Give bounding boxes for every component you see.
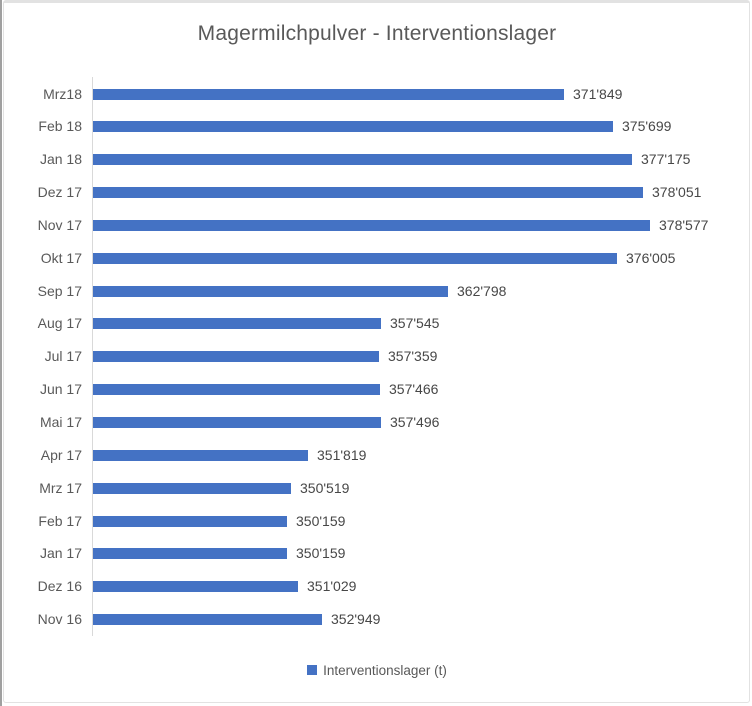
data-label: 350'519 — [300, 480, 350, 496]
bar — [93, 286, 448, 297]
category-label: Sep 17 — [37, 283, 82, 299]
bar-row: Mrz 17 350'519 — [2, 472, 752, 505]
bar — [93, 351, 379, 362]
category-label: Jun 17 — [39, 381, 82, 397]
bar — [93, 384, 380, 395]
data-label: 357'496 — [390, 414, 440, 430]
legend-label: Interventionslager (t) — [323, 662, 447, 678]
bar-row: Mai 17 357'496 — [2, 406, 752, 439]
category-label: Feb 17 — [38, 513, 82, 529]
data-label: 375'699 — [622, 118, 672, 134]
data-label: 362'798 — [457, 283, 507, 299]
bar-row: Okt 17 376'005 — [2, 242, 752, 275]
category-label: Nov 16 — [37, 611, 82, 627]
data-label: 357'545 — [390, 315, 440, 331]
bar-row: Feb 18 375'699 — [2, 110, 752, 143]
category-label: Mrz18 — [43, 86, 82, 102]
category-label: Feb 18 — [38, 118, 82, 134]
bar-row: Aug 17 357'545 — [2, 307, 752, 340]
category-label: Jan 17 — [39, 545, 82, 561]
data-label: 351'029 — [307, 578, 357, 594]
data-label: 371'849 — [573, 86, 623, 102]
data-label: 378'051 — [652, 184, 702, 200]
data-label: 376'005 — [626, 250, 676, 266]
bar-row: Nov 16 352'949 — [2, 603, 752, 636]
bar-row: Jan 18 377'175 — [2, 143, 752, 176]
bar — [93, 516, 287, 527]
category-label: Aug 17 — [37, 315, 82, 331]
bar-row: Jul 17 357'359 — [2, 340, 752, 373]
category-axis-line — [92, 77, 93, 636]
bar-row: Apr 17 351'819 — [2, 439, 752, 472]
bar — [93, 614, 322, 625]
category-label: Mrz 17 — [39, 480, 82, 496]
data-label: 352'949 — [331, 611, 381, 627]
bar — [93, 121, 613, 132]
bar-row: Dez 17 378'051 — [2, 176, 752, 209]
bar — [93, 450, 308, 461]
data-label: 351'819 — [317, 447, 367, 463]
category-label: Okt 17 — [40, 250, 82, 266]
data-label: 377'175 — [641, 151, 691, 167]
bar — [93, 187, 643, 198]
data-label: 378'577 — [659, 217, 709, 233]
bar-row: Feb 17 350'159 — [2, 505, 752, 538]
category-label: Dez 17 — [37, 184, 82, 200]
bar-row: Sep 17 362'798 — [2, 275, 752, 308]
category-label: Jul 17 — [44, 348, 82, 364]
bar — [93, 253, 617, 264]
bar-row: Jun 17 357'466 — [2, 373, 752, 406]
bar — [93, 417, 381, 428]
data-label: 357'466 — [389, 381, 439, 397]
category-label: Mai 17 — [39, 414, 82, 430]
bar — [93, 318, 381, 329]
bar — [93, 220, 650, 231]
category-label: Dez 16 — [37, 578, 82, 594]
bar-row: Dez 16 351'029 — [2, 570, 752, 603]
legend: Interventionslager (t) — [2, 661, 752, 679]
bar — [93, 548, 287, 559]
bar-row: Mrz18 371'849 — [2, 78, 752, 111]
category-label: Nov 17 — [37, 217, 82, 233]
legend-marker-icon — [307, 665, 318, 675]
chart-title: Magermilchpulver - Interventionslager — [197, 22, 557, 45]
bar — [93, 483, 291, 494]
data-label: 350'159 — [296, 545, 346, 561]
category-label: Jan 18 — [39, 151, 82, 167]
bar — [93, 154, 632, 165]
bar-row: Jan 17 350'159 — [2, 537, 752, 570]
bar — [93, 89, 564, 100]
category-label: Apr 17 — [40, 447, 82, 463]
data-label: 350'159 — [296, 513, 346, 529]
bar — [93, 581, 298, 592]
data-label: 357'359 — [388, 348, 438, 364]
bar-row: Nov 17 378'577 — [2, 209, 752, 242]
